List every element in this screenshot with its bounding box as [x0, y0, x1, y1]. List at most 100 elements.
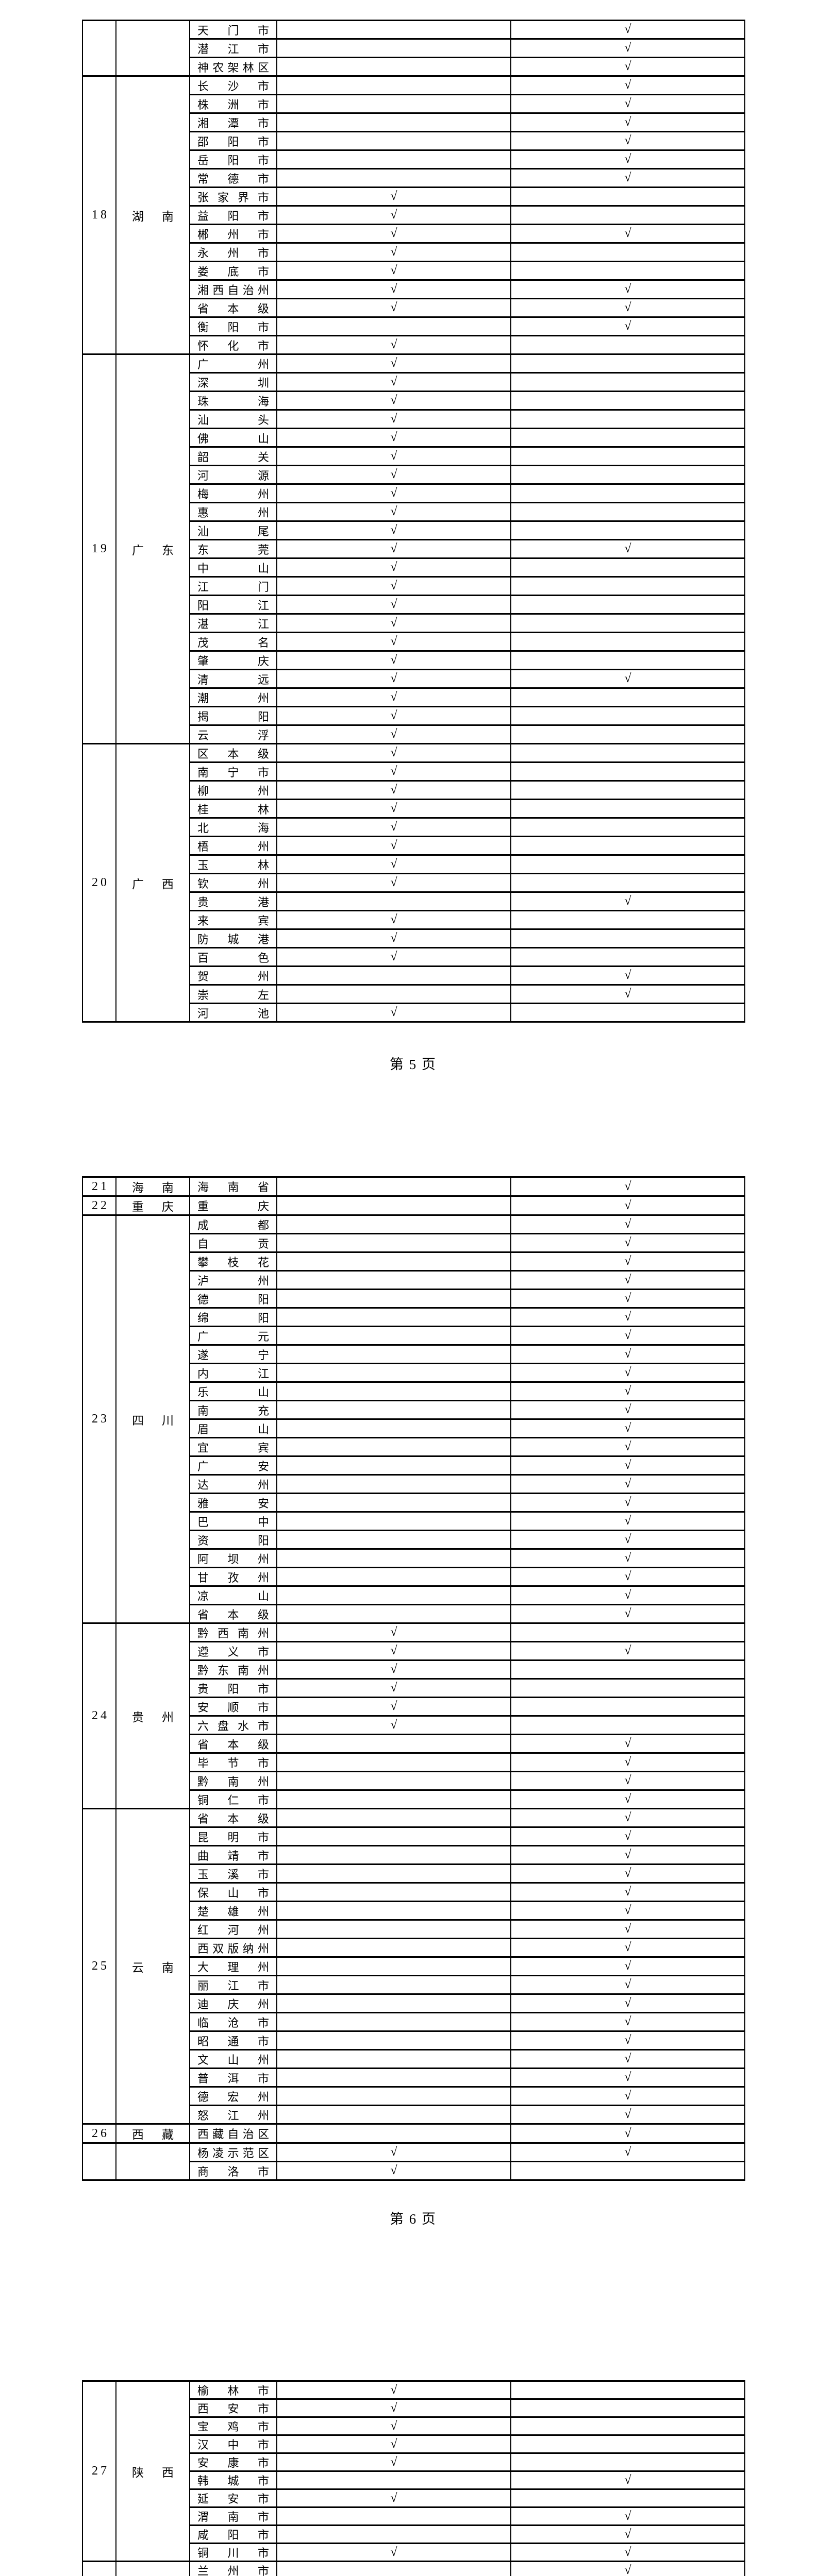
- serial-number-cell: 20: [82, 743, 116, 1023]
- table-row: 贺州 √: [82, 965, 745, 986]
- check-unit-cell-empty: [276, 1734, 511, 1754]
- table-row: 柳州 √: [82, 780, 745, 800]
- check-personal-cell-empty: [510, 613, 745, 633]
- table-row: 杨凌示范区 √ √: [82, 2142, 745, 2181]
- city-cell: 邵阳市: [189, 131, 277, 151]
- check-personal-cell-empty: [510, 928, 745, 948]
- table-row: 丽江市 √: [82, 1975, 745, 1995]
- city-cell: 深圳: [189, 372, 277, 392]
- check-unit-cell: √: [276, 576, 511, 596]
- table-body-page-6: 21 海南 海南省 √ 22 重庆 重庆 √ 23 四川 成都 √ 自贡 √ 攀枝花 √ 泸州 √ 德阳 √ 绵阳 √ 广元…: [82, 1176, 745, 2181]
- check-personal-cell: √: [510, 1975, 745, 1995]
- city-cell: 毕节市: [189, 1752, 277, 1772]
- table-row: 岳阳市 √: [82, 149, 745, 170]
- province-cell: 贵州: [115, 1622, 190, 1809]
- check-unit-cell-empty: [276, 1938, 511, 1958]
- check-unit-cell-empty: [276, 168, 511, 188]
- city-cell: 神农架林区: [189, 57, 277, 77]
- table-row: 24 贵州 黔西南州 √: [82, 1622, 745, 1809]
- table-row: 来宾 √: [82, 910, 745, 930]
- table-row: 22 重庆 重庆 √: [82, 1195, 745, 1216]
- table-row: 云浮 √: [82, 724, 745, 744]
- check-unit-cell: √: [276, 539, 511, 559]
- check-unit-cell-empty: [276, 20, 511, 40]
- check-personal-cell: √: [510, 891, 745, 911]
- check-unit-cell-empty: [276, 94, 511, 114]
- check-personal-cell: √: [510, 1455, 745, 1476]
- check-unit-cell-empty: [276, 1363, 511, 1383]
- check-personal-cell: √: [510, 1993, 745, 2013]
- table-row: 26 西藏 西藏自治区 √: [82, 2123, 745, 2144]
- check-personal-cell: √: [510, 316, 745, 336]
- province-cell-empty: [115, 20, 190, 77]
- city-cell: 雅安: [189, 1493, 277, 1513]
- city-cell: 红河州: [189, 1919, 277, 1939]
- check-personal-cell: √: [510, 1901, 745, 1921]
- check-unit-cell-empty: [276, 1493, 511, 1513]
- check-personal-cell: √: [510, 1326, 745, 1346]
- page-footer: 第 6 页: [390, 2211, 437, 2227]
- check-unit-cell: √: [276, 2398, 511, 2418]
- table-row: 保山市 √: [82, 1882, 745, 1902]
- check-unit-cell: √: [276, 483, 511, 503]
- city-cell: 永州市: [189, 242, 277, 262]
- check-personal-cell: √: [510, 1176, 745, 1197]
- check-personal-cell: √: [510, 57, 745, 77]
- table-row: 湛江 √: [82, 613, 745, 633]
- city-cell: 自贡: [189, 1233, 277, 1253]
- city-cell: 百色: [189, 947, 277, 967]
- city-cell: 昭通市: [189, 2030, 277, 2050]
- check-personal-cell-empty: [510, 724, 745, 744]
- check-unit-cell: √: [276, 1678, 511, 1698]
- check-unit-cell-empty: [276, 1826, 511, 1846]
- city-cell: 天门市: [189, 20, 277, 40]
- check-personal-cell-empty: [510, 502, 745, 522]
- check-personal-cell: √: [510, 1270, 745, 1290]
- table-row: 贵阳市 √: [82, 1678, 745, 1698]
- table-row: 崇左 √: [82, 984, 745, 1004]
- table-row: 迪庆州 √: [82, 1993, 745, 2013]
- city-cell: 北海: [189, 817, 277, 837]
- check-personal-cell: √: [510, 1233, 745, 1253]
- check-unit-cell-empty: [276, 1511, 511, 1531]
- check-unit-cell: √: [276, 335, 511, 355]
- city-cell: 柳州: [189, 780, 277, 800]
- table-row: 27 陕西 榆林市 √: [82, 2380, 745, 2562]
- check-unit-cell: √: [276, 817, 511, 837]
- table-row: 楚雄州 √: [82, 1901, 745, 1921]
- check-unit-cell-empty: [276, 1326, 511, 1346]
- check-unit-cell: √: [276, 1715, 511, 1735]
- city-cell: 揭阳: [189, 706, 277, 726]
- table-row: 西双版纳州 √: [82, 1938, 745, 1958]
- check-unit-cell-empty: [276, 57, 511, 77]
- city-cell: 阿坝州: [189, 1548, 277, 1568]
- table-row: 桂林 √: [82, 799, 745, 819]
- city-cell: 中山: [189, 557, 277, 578]
- table-row: 湘西自治州 √ √: [82, 279, 745, 299]
- city-cell: 西藏自治区: [189, 2123, 277, 2144]
- check-unit-cell: √: [276, 2452, 511, 2472]
- check-personal-cell: √: [510, 224, 745, 244]
- check-personal-cell: √: [510, 1195, 745, 1216]
- check-personal-cell: √: [510, 1363, 745, 1383]
- check-personal-cell: √: [510, 2506, 745, 2526]
- table-row: 永州市 √: [82, 242, 745, 262]
- region-table-page-6: 21 海南 海南省 √ 22 重庆 重庆 √ 23 四川 成都 √ 自贡 √ 攀枝花 √ 泸州 √ 德阳 √ 绵阳 √ 广元…: [82, 1176, 745, 2181]
- check-personal-cell: √: [510, 20, 745, 40]
- table-row: 六盘水市 √: [82, 1715, 745, 1735]
- region-table-page-5: 天门市 √ 潜江市 √ 神农架林区 √ 18 湖南 长沙市 √ 株洲市 √ 湘潭市 √ 邵阳市 √ 岳阳市 √ 常德…: [82, 20, 745, 1023]
- check-personal-cell-empty: [510, 1622, 745, 1642]
- check-unit-cell-empty: [276, 112, 511, 132]
- table-row: 惠州 √: [82, 502, 745, 522]
- city-cell: 遵义市: [189, 1641, 277, 1661]
- city-cell: 湘潭市: [189, 112, 277, 132]
- table-row: 深圳 √: [82, 372, 745, 392]
- check-personal-cell: √: [510, 1863, 745, 1884]
- check-unit-cell: √: [276, 1003, 511, 1023]
- check-personal-cell-empty: [510, 409, 745, 429]
- check-unit-cell: √: [276, 799, 511, 819]
- check-personal-cell: √: [510, 279, 745, 299]
- check-personal-cell: √: [510, 1344, 745, 1364]
- check-unit-cell-empty: [276, 1270, 511, 1290]
